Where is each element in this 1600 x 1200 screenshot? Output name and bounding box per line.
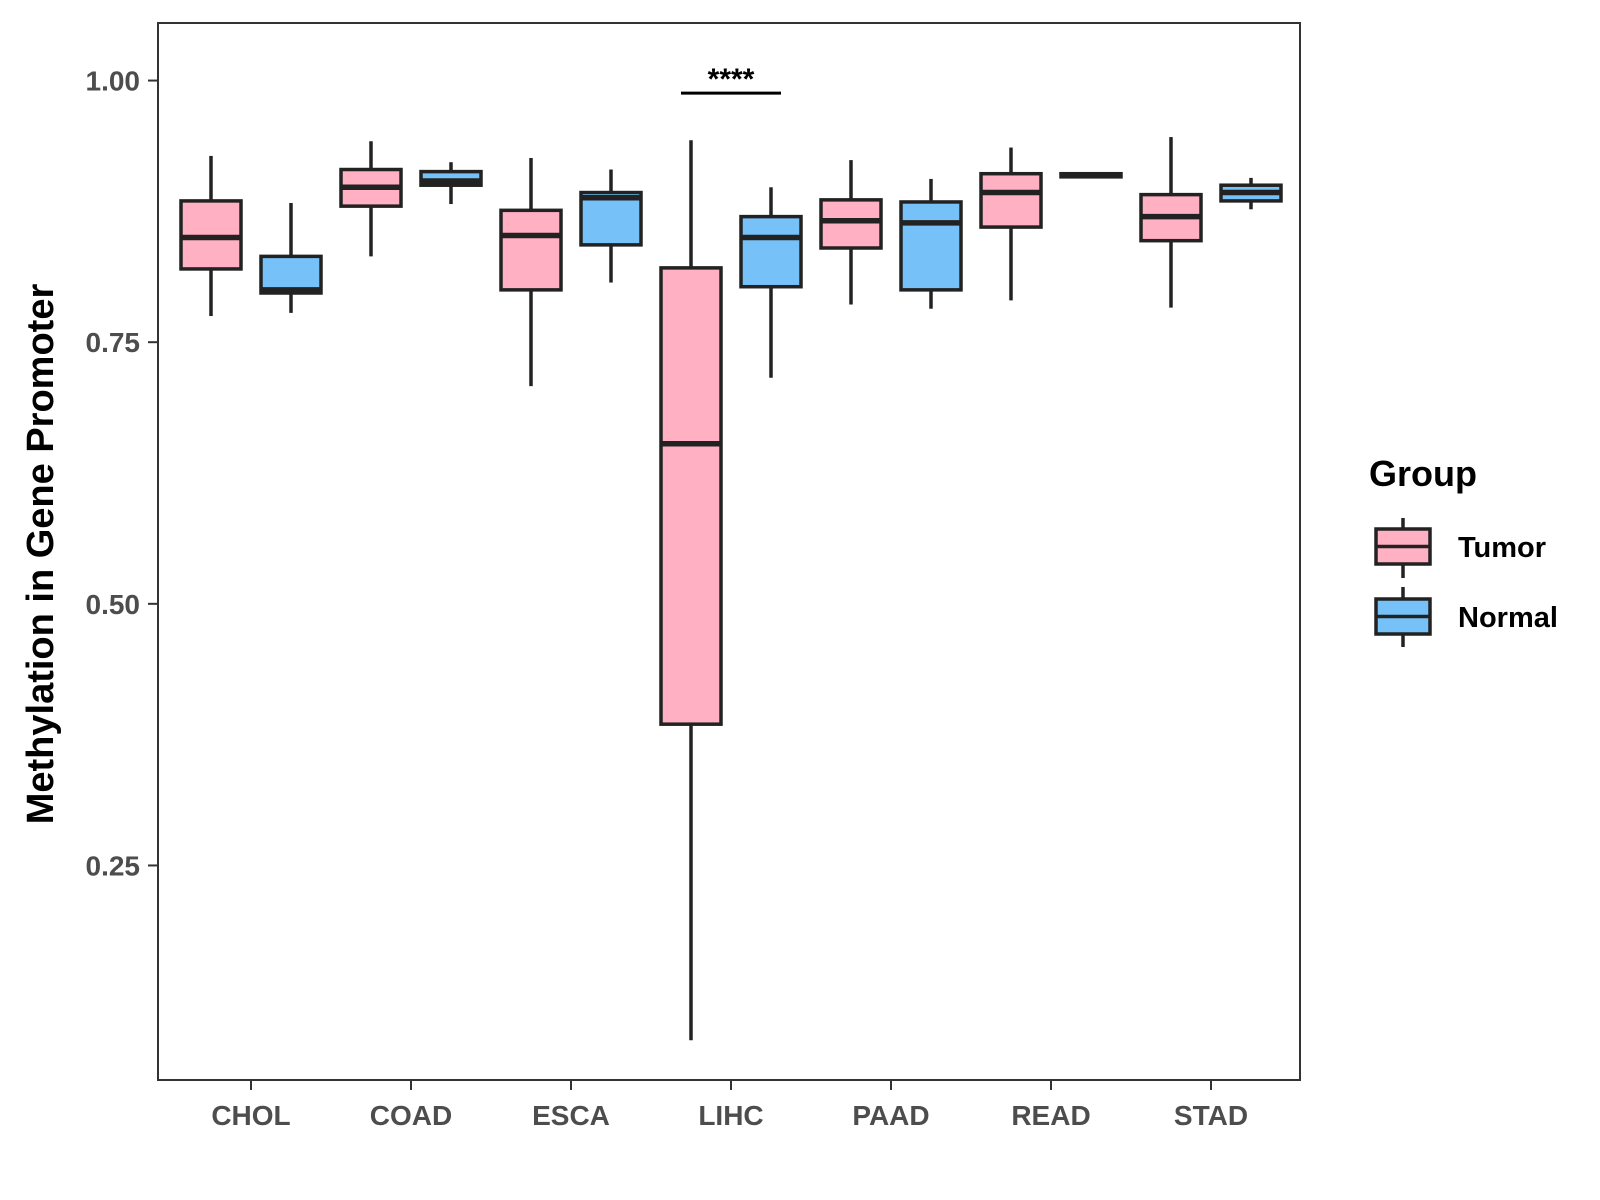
box-body-lihc-tumor <box>659 266 723 726</box>
box-body-paad-normal <box>899 200 963 292</box>
box-esca-tumor <box>499 158 563 387</box>
box-paad-tumor <box>819 160 883 305</box>
box-coad-tumor <box>339 141 403 257</box>
significance-annotation: **** <box>681 63 781 96</box>
box-esca-normal <box>579 169 643 283</box>
legend-key-tumor <box>1374 518 1432 578</box>
box-body-esca-tumor <box>499 208 563 292</box>
legend-key-normal <box>1374 587 1432 647</box>
x-tick-label-chol: CHOL <box>211 1100 290 1131</box>
box-paad-normal <box>899 178 963 309</box>
x-tick-label-esca: ESCA <box>532 1100 610 1131</box>
box-body-read-tumor <box>979 171 1043 229</box>
box-chol-normal <box>259 203 323 313</box>
box-layer <box>179 137 1283 1041</box>
x-tick-label-paad: PAAD <box>852 1100 929 1131</box>
box-body-paad-tumor <box>819 198 883 250</box>
significance-label-0: **** <box>708 63 755 96</box>
y-tick-label-0: 0.25 <box>86 850 141 881</box>
legend-label-normal: Normal <box>1458 602 1558 634</box>
y-axis: 0.25 0.50 0.75 1.00 <box>86 66 158 881</box>
y-tick-label-2: 0.75 <box>86 327 141 358</box>
x-tick-label-stad: STAD <box>1174 1100 1248 1131</box>
box-body-chol-normal <box>259 254 323 295</box>
x-axis: CHOL COAD ESCA LIHC PAAD READ STAD <box>211 1080 1248 1131</box>
box-body-lihc-normal <box>739 214 803 289</box>
box-body-esca-normal <box>579 190 643 247</box>
x-tick-label-read: READ <box>1011 1100 1090 1131</box>
x-tick-label-lihc: LIHC <box>698 1100 763 1131</box>
legend-label-tumor: Tumor <box>1458 532 1546 564</box>
box-lihc-tumor <box>659 140 723 1041</box>
box-read-tumor <box>979 147 1043 301</box>
legend: Group Tumor Normal <box>1369 453 1558 647</box>
y-axis-title: Methylation in Gene Promoter <box>20 284 62 825</box>
plot-panel <box>157 22 1301 1081</box>
box-chol-tumor <box>179 155 243 317</box>
box-stad-normal <box>1219 177 1283 210</box>
box-coad-normal <box>419 162 483 205</box>
box-lihc-normal <box>739 187 803 378</box>
y-tick-label-3: 1.00 <box>86 66 141 97</box>
legend-title: Group <box>1369 453 1477 494</box>
y-tick-label-1: 0.50 <box>86 589 141 620</box>
box-read-normal <box>1059 171 1123 179</box>
x-tick-label-coad: COAD <box>370 1100 452 1131</box>
box-stad-tumor <box>1139 137 1203 308</box>
